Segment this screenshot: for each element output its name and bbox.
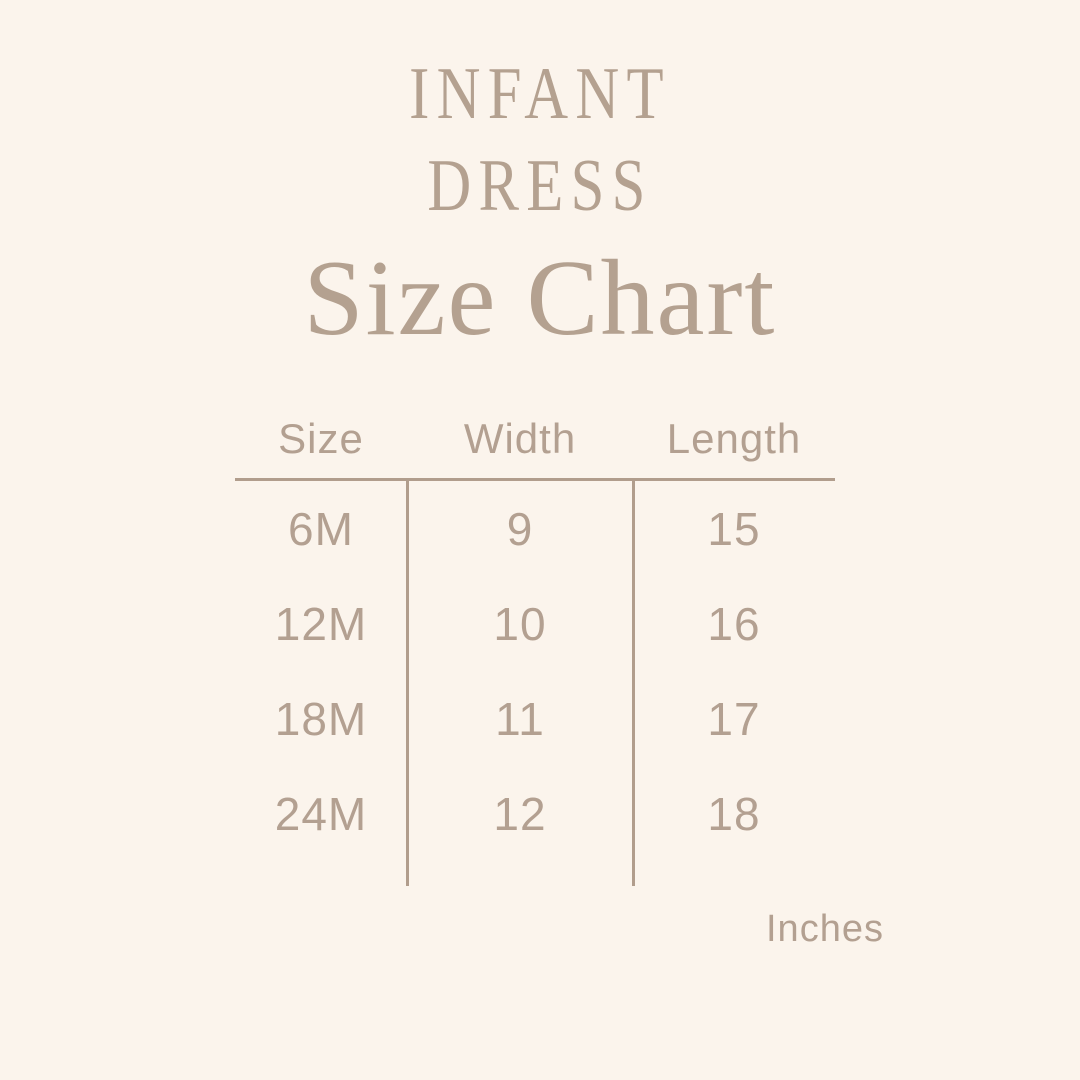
- size-chart-table: Size Width Length 6M 9 15 12M 10 16 18M …: [235, 400, 835, 892]
- cell-size: 18M: [274, 692, 368, 745]
- cell-width: 12: [493, 787, 547, 840]
- header-dress-label: DRESS: [427, 145, 653, 227]
- cell-length: 15: [707, 502, 761, 555]
- column-divider-right: [632, 478, 635, 886]
- table-header-size: Size: [278, 415, 364, 462]
- table-row: 12M 10 16: [235, 576, 835, 671]
- cell-size: 12M: [274, 597, 368, 650]
- cell-size: 24M: [274, 787, 368, 840]
- table-header-width: Width: [463, 415, 577, 462]
- table-header-row: Size Width Length: [235, 400, 835, 478]
- table-row: 24M 12 18: [235, 766, 835, 861]
- table-row: 18M 11 17: [235, 671, 835, 766]
- table-row: 6M 9 15: [235, 481, 835, 576]
- table-header-length: Length: [666, 415, 802, 462]
- cell-width: 9: [506, 502, 534, 555]
- cell-length: 18: [707, 787, 761, 840]
- cell-length: 16: [707, 597, 761, 650]
- cell-length: 17: [707, 692, 761, 745]
- cell-width: 10: [493, 597, 547, 650]
- table-body: 6M 9 15 12M 10 16 18M 11 17 24M 12 18: [235, 481, 835, 861]
- cell-width: 11: [495, 692, 545, 745]
- column-divider-left: [406, 478, 409, 886]
- page-title: Size Chart: [303, 239, 777, 358]
- table-header-rule: [235, 478, 835, 481]
- cell-size: 6M: [288, 502, 354, 555]
- brand-heading: INFANT DRESS: [0, 0, 1080, 232]
- header-infant-label: INFANT: [409, 53, 671, 135]
- units-label: Inches: [766, 908, 884, 950]
